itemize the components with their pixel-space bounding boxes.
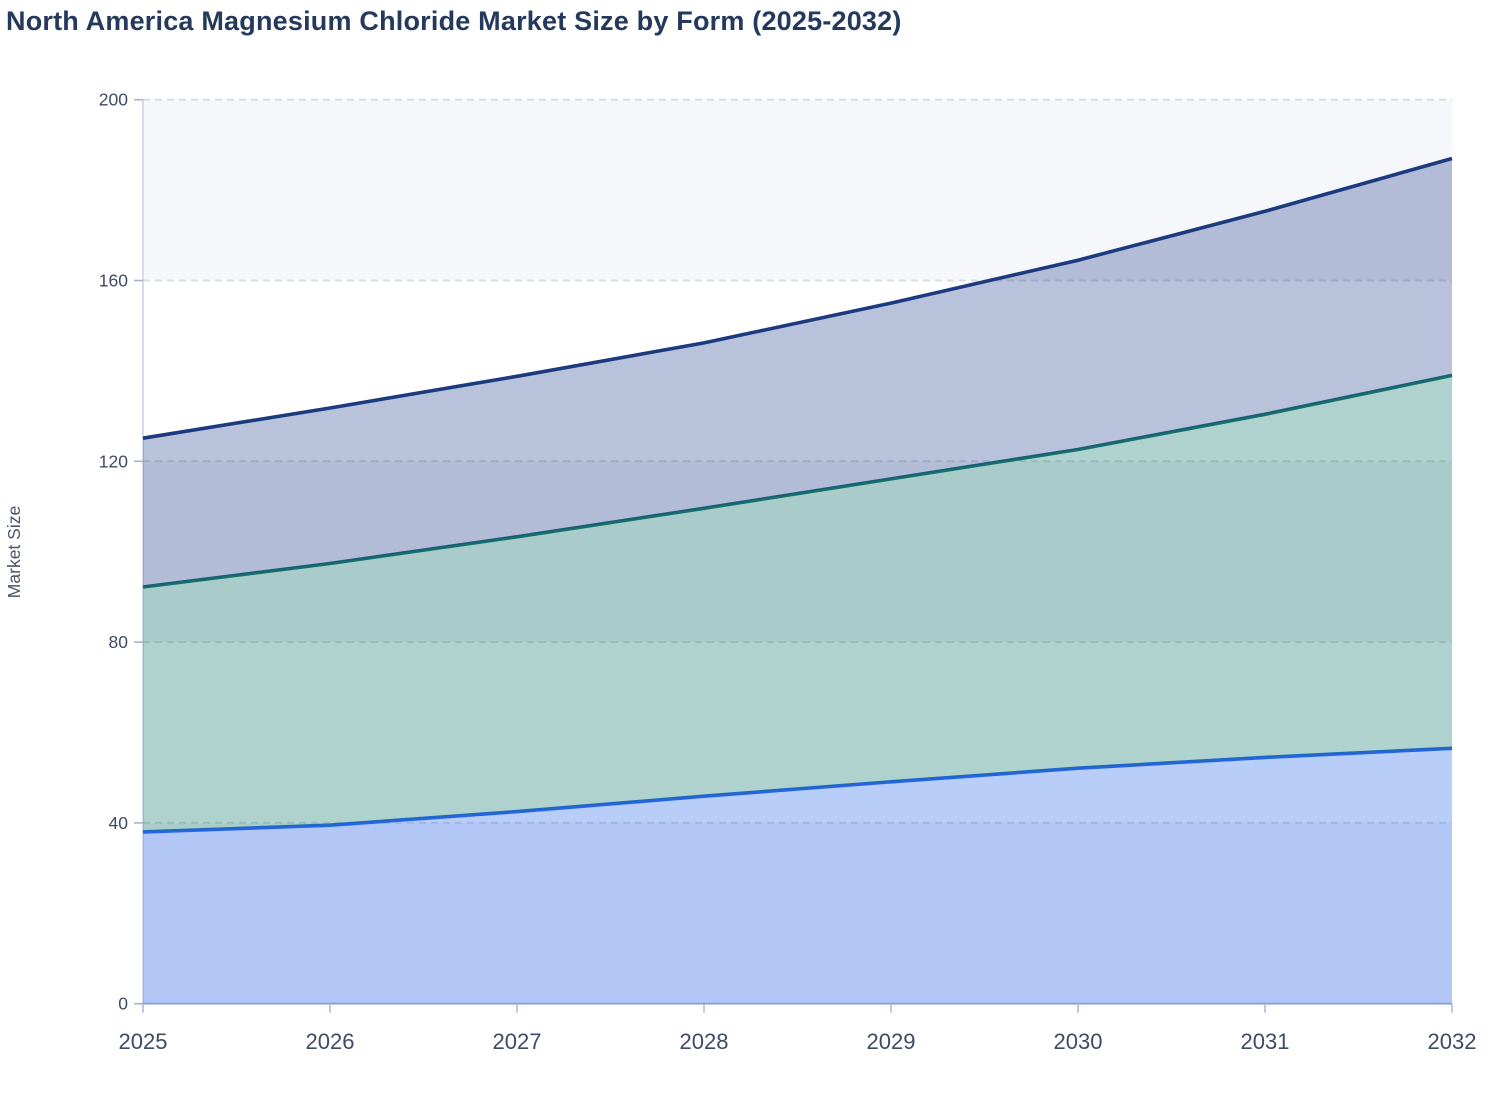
svg-text:Market Size: Market Size [4,506,24,598]
svg-text:200: 200 [99,90,128,110]
svg-text:2029: 2029 [867,1029,916,1054]
svg-text:2027: 2027 [493,1029,542,1054]
area-line-middle-band-teal [142,373,1453,589]
svg-text:120: 120 [99,451,128,471]
svg-text:2028: 2028 [680,1029,729,1054]
y-axis-title: Market Size [4,506,24,598]
svg-text:2025: 2025 [119,1029,168,1054]
area-band-middle-band-teal [143,375,1452,832]
area-line-bottom-band-blue [142,746,1453,834]
axis-lines [134,98,1453,1013]
svg-text:2026: 2026 [306,1029,355,1054]
area-line-top-band-navy [142,156,1453,440]
svg-text:80: 80 [109,632,129,652]
y-tick-labels: 0 40 80 120 160 200 [99,90,128,1014]
x-tick-labels: 2025 2026 2027 2028 2029 2030 2031 2032 [119,1029,1477,1054]
svg-text:2032: 2032 [1428,1029,1477,1054]
area-band-top-band-navy [143,158,1452,587]
plot-bands [143,99,1452,1004]
svg-text:0: 0 [118,994,128,1014]
chart-title: North America Magnesium Chloride Market … [6,6,902,36]
svg-text:160: 160 [99,271,128,291]
area-band-bottom-band-blue [143,748,1452,1004]
svg-text:2031: 2031 [1241,1029,1290,1054]
svg-text:2030: 2030 [1054,1029,1103,1054]
svg-text:40: 40 [109,813,129,833]
